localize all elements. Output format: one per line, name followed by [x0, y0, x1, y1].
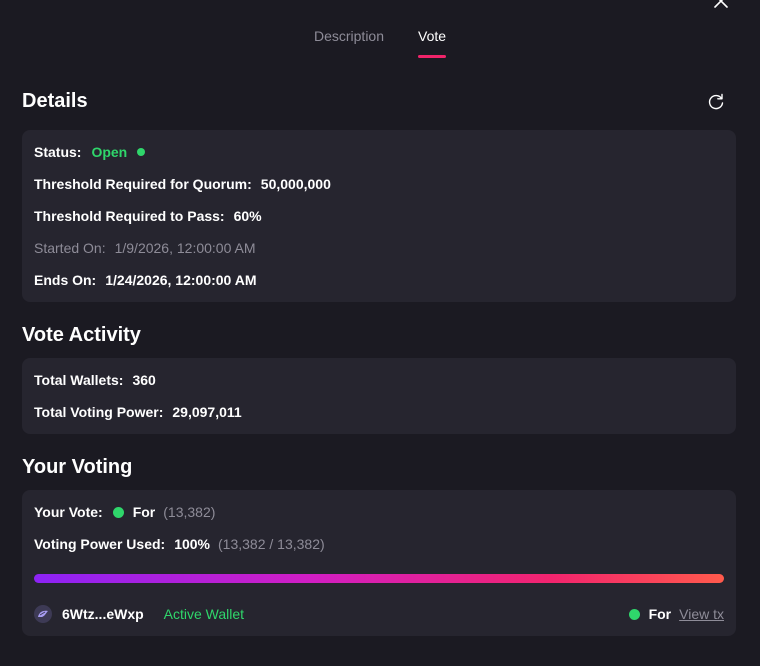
status-dot-icon: [137, 148, 146, 156]
status-badge: Open: [91, 144, 128, 160]
total-wallets-value: 360: [132, 372, 156, 388]
details-title: Details: [22, 90, 88, 112]
wallet-status: Active Wallet: [163, 606, 245, 622]
refresh-icon: [708, 93, 724, 110]
pass-label: Threshold Required to Pass:: [34, 208, 225, 224]
total-wallets-label: Total Wallets:: [34, 372, 124, 388]
close-icon: [714, 0, 728, 8]
ends-row: Ends On: 1/24/2026, 12:00:00 AM: [34, 272, 256, 288]
total-wallets-row: Total Wallets: 360: [34, 372, 156, 388]
total-power-value: 29,097,011: [172, 404, 242, 420]
tab-bar: Description Vote: [0, 28, 760, 58]
wallet-row: 6Wtz...eWxp Active Wallet For View tx: [34, 604, 724, 624]
wallet-address: 6Wtz...eWxp: [62, 606, 144, 622]
total-power-row: Total Voting Power: 29,097,011: [34, 404, 242, 420]
voting-power-progress-bar: [34, 574, 724, 583]
started-value: 1/9/2026, 12:00:00 AM: [114, 240, 256, 256]
ends-value: 1/24/2026, 12:00:00 AM: [105, 272, 257, 288]
refresh-button[interactable]: [706, 92, 726, 112]
quorum-row: Threshold Required for Quorum: 50,000,00…: [34, 176, 331, 192]
vote-activity-card: Total Wallets: 360 Total Voting Power: 2…: [22, 358, 736, 434]
status-label: Status:: [34, 144, 82, 160]
wallet-avatar: [34, 605, 52, 623]
wallet-vote-value: For: [648, 606, 672, 622]
pass-value: 60%: [233, 208, 262, 224]
power-used-detail: (13,382 / 13,382): [218, 536, 325, 552]
started-row: Started On: 1/9/2026, 12:00:00 AM: [34, 240, 255, 256]
your-voting-title: Your Voting: [22, 456, 133, 478]
view-tx-link[interactable]: View tx: [679, 606, 724, 622]
your-vote-row: Your Vote: For (13,382): [34, 504, 215, 520]
wallet-vote-dot-icon: [628, 608, 640, 620]
power-used-label: Voting Power Used:: [34, 536, 166, 552]
tab-description[interactable]: Description: [313, 28, 384, 44]
vote-for-dot-icon: [112, 506, 124, 518]
close-button[interactable]: [712, 0, 730, 12]
started-label: Started On:: [34, 240, 106, 256]
status-row: Status: Open: [34, 144, 146, 160]
total-power-label: Total Voting Power:: [34, 404, 164, 420]
your-voting-card: Your Vote: For (13,382) Voting Power Use…: [22, 490, 736, 636]
details-card: Status: Open Threshold Required for Quor…: [22, 130, 736, 302]
your-vote-value: For: [132, 504, 156, 520]
pass-row: Threshold Required to Pass: 60%: [34, 208, 262, 224]
vote-activity-title: Vote Activity: [22, 324, 141, 346]
your-vote-amount: (13,382): [163, 504, 216, 520]
your-vote-label: Your Vote:: [34, 504, 103, 520]
quorum-label: Threshold Required for Quorum:: [34, 176, 252, 192]
wallet-logo-icon: [38, 610, 48, 617]
power-used-value: 100%: [174, 536, 211, 552]
ends-label: Ends On:: [34, 272, 97, 288]
power-used-row: Voting Power Used: 100% (13,382 / 13,382…: [34, 536, 325, 552]
quorum-value: 50,000,000: [260, 176, 331, 192]
tab-vote[interactable]: Vote: [418, 28, 447, 58]
